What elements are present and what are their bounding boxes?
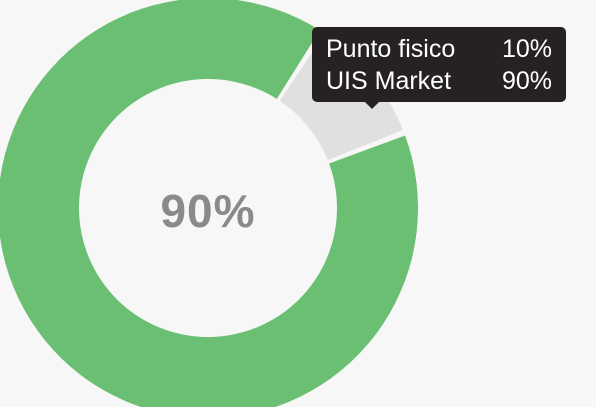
tooltip-value: 10% <box>501 35 552 63</box>
center-percent-label: 90% <box>160 185 256 237</box>
slice-uis-market[interactable] <box>0 0 418 407</box>
tooltip-row-punto-fisico: Punto fisico 10% <box>326 33 552 65</box>
tooltip-row-uis-market: UIS Market 90% <box>326 65 552 97</box>
tooltip-label: Punto fisico <box>326 35 456 63</box>
tooltip-value: 90% <box>501 67 552 95</box>
tooltip-label: UIS Market <box>326 67 452 95</box>
chart-tooltip: Punto fisico 10% UIS Market 90% <box>312 27 566 109</box>
